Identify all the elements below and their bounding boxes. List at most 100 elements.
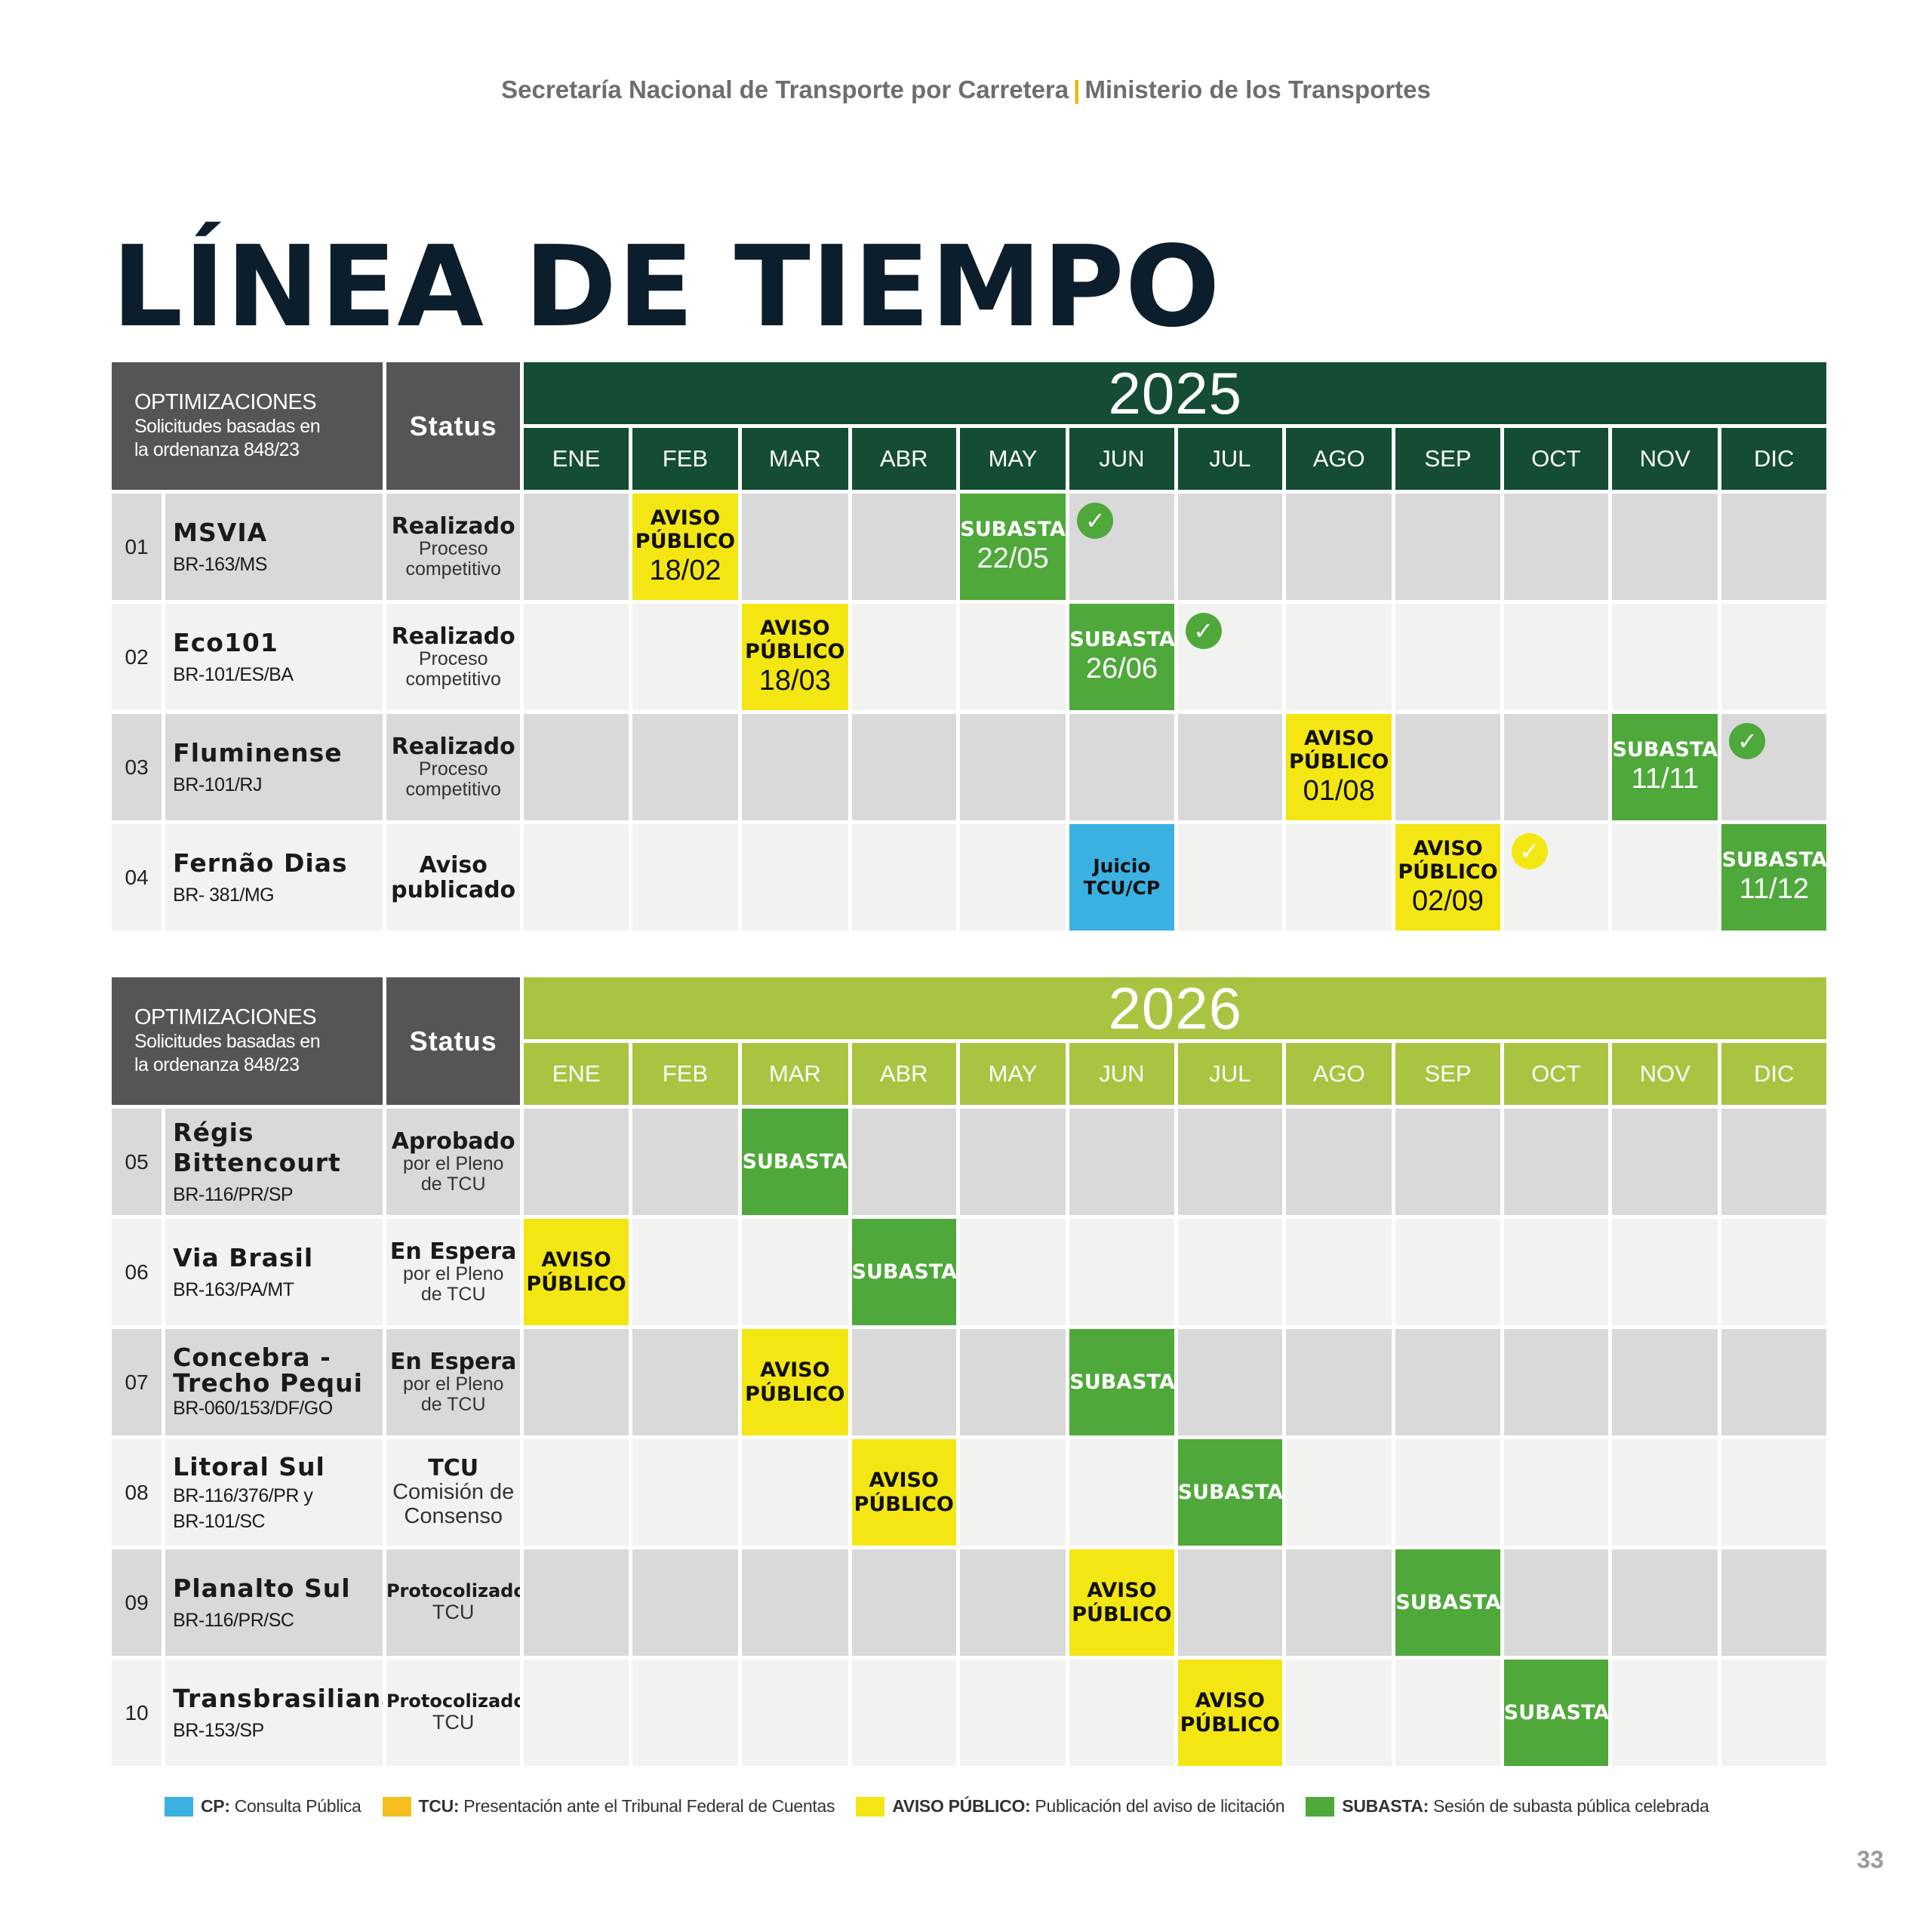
concession-name-cell: Litoral Sul BR-116/376/PR y BR-101/SC — [165, 1439, 383, 1546]
page-number: 33 — [1857, 1846, 1884, 1873]
table-row: 05 Régis Bittencourt BR-116/PR/SP Aproba… — [112, 1109, 1826, 1215]
concession-name: Fernão Dias — [173, 848, 348, 878]
road-code: BR-153/SP — [173, 1719, 264, 1741]
concession-name: Litoral Sul — [173, 1451, 325, 1481]
opt-title: OPTIMIZACIONES — [134, 390, 317, 414]
header-ministry: Ministerio de los Transportes — [1084, 75, 1431, 103]
month-abr: ABR — [851, 1043, 956, 1105]
subasta-event: SUBASTA — [1395, 1549, 1500, 1656]
aviso-publico-event: AVISO PÚBLICO 01/08 — [1285, 714, 1392, 820]
subasta-event: SUBASTA — [1177, 1439, 1282, 1546]
road-code: BR- 381/MG — [173, 884, 275, 906]
month-sep: SEP — [1395, 428, 1500, 490]
table-row: 07 Concebra - Trecho Pequi BR-060/153/DF… — [112, 1329, 1826, 1435]
table-row: 10 Transbrasiliana BR-153/SP Protocoliza… — [112, 1660, 1826, 1766]
status-detail: por el Pleno — [402, 1152, 504, 1174]
concession-name-cell: Fluminense BR-101/RJ — [165, 714, 383, 820]
row-number: 04 — [112, 824, 162, 931]
row-number: 07 — [112, 1329, 162, 1435]
road-code: BR-101/RJ — [173, 774, 262, 795]
optimizaciones-header: OPTIMIZACIONES Solicitudes basadas en la… — [112, 362, 383, 490]
month-abr: ABR — [851, 428, 956, 490]
status-detail: Proceso — [418, 537, 488, 559]
concession-name-cell: Fernão Dias BR- 381/MG — [165, 824, 383, 931]
month-dic: DIC — [1721, 1043, 1826, 1105]
road-code: BR-116/PR/SP — [173, 1183, 294, 1205]
opt-sub1: Solicitudes basadas en — [134, 1031, 321, 1052]
month-mar: MAR — [742, 428, 848, 490]
month-nov: NOV — [1612, 1043, 1718, 1105]
table-row: 01 MSVIA BR-163/MS Realizado Proceso com… — [112, 494, 1826, 600]
month-may: MAY — [959, 428, 1066, 490]
subasta-event: SUBASTA 11/12 — [1721, 824, 1826, 931]
month-ago: AGO — [1285, 428, 1392, 490]
month-oct: OCT — [1503, 1043, 1609, 1105]
road-code: BR-116/376/PR y — [173, 1484, 313, 1506]
status-cell: TCU Comisión de Consenso — [386, 1439, 521, 1546]
year-2025: 2025 — [524, 362, 1826, 424]
header-separator: | — [1073, 75, 1081, 103]
road-code: BR-101/SC — [173, 1510, 266, 1532]
status-detail: Proceso — [418, 758, 488, 780]
legend-swatch — [165, 1796, 193, 1817]
subasta-event: SUBASTA 22/05 — [959, 494, 1066, 600]
concession-name: Planalto Sul — [173, 1573, 351, 1603]
status-detail: por el Pleno — [402, 1373, 504, 1395]
status-cell: En Espera por el Pleno de TCU — [386, 1219, 521, 1325]
legend-swatch — [382, 1796, 411, 1817]
status-main: Aprobado — [391, 1128, 515, 1155]
aviso-publico-event: AVISO PÚBLICO — [742, 1329, 848, 1435]
row-number: 06 — [112, 1219, 162, 1325]
aviso-publico-event: AVISO PÚBLICO — [524, 1219, 629, 1325]
status-cell: Aprobado por el Pleno de TCU — [386, 1109, 521, 1215]
event-date: 02/09 — [1411, 884, 1484, 917]
page-title: LÍNEA DE TIEMPO — [112, 222, 1221, 352]
status-cell: Protocolizado TCU — [386, 1660, 521, 1766]
row-number: 10 — [112, 1660, 162, 1766]
legend-text: Publicación del aviso de licitación — [1035, 1796, 1285, 1816]
subasta-event: SUBASTA — [742, 1109, 848, 1215]
concession-name: Transbrasiliana — [173, 1683, 383, 1713]
status-main: Protocolizado — [386, 1690, 521, 1712]
month-mar: MAR — [742, 1043, 848, 1105]
legend-item-subasta: SUBASTA: Sesión de subasta pública celeb… — [1306, 1796, 1709, 1817]
concession-name: Bittencourt — [173, 1147, 341, 1177]
aviso-publico-event: AVISO PÚBLICO 18/03 — [742, 604, 848, 710]
opt-title: OPTIMIZACIONES — [134, 1005, 317, 1029]
status-cell: En Espera por el Pleno de TCU — [386, 1329, 521, 1435]
status-detail: competitivo — [405, 558, 501, 580]
event-date: 11/12 — [1739, 873, 1809, 906]
subasta-event: SUBASTA 11/11 — [1612, 714, 1718, 820]
status-main: Aviso — [419, 851, 488, 878]
legend-swatch — [1306, 1796, 1335, 1817]
month-jul: JUL — [1177, 428, 1282, 490]
concession-name: Concebra - — [173, 1342, 331, 1372]
legend-text: Sesión de subasta pública celebrada — [1433, 1796, 1709, 1816]
status-main: publicado — [391, 876, 516, 903]
event-date: 18/03 — [758, 664, 831, 697]
legend-text: Consulta Pública — [234, 1796, 361, 1816]
subasta-event: SUBASTA — [851, 1219, 956, 1325]
aviso-publico-event: AVISO PÚBLICO 02/09 — [1395, 824, 1500, 931]
concession-name: Via Brasil — [173, 1242, 314, 1272]
month-oct: OCT — [1503, 428, 1609, 490]
status-header: Status — [386, 977, 521, 1105]
table-row: 06 Via Brasil BR-163/PA/MT En Espera por… — [112, 1219, 1826, 1325]
timeline-table-2026: OPTIMIZACIONES Solicitudes basadas en la… — [108, 974, 1830, 1770]
table-row: 08 Litoral Sul BR-116/376/PR y BR-101/SC… — [112, 1439, 1826, 1546]
concession-name-cell: Régis Bittencourt BR-116/PR/SP — [165, 1109, 383, 1215]
legend-text: Presentación ante el Tribunal Federal de… — [463, 1796, 835, 1816]
juicio-event: Juicio TCU/CP — [1069, 824, 1174, 931]
concession-name: Régis — [173, 1117, 254, 1147]
month-ago: AGO — [1285, 1043, 1392, 1105]
check-icon: ✓ — [1511, 833, 1548, 869]
concession-name-cell: Via Brasil BR-163/PA/MT — [165, 1219, 383, 1325]
concession-name-cell: Transbrasiliana BR-153/SP — [165, 1660, 383, 1766]
aviso-publico-event: AVISO PÚBLICO — [1069, 1549, 1174, 1656]
status-detail: de TCU — [420, 1394, 486, 1415]
legend-swatch — [856, 1796, 885, 1817]
table-row: 02 Eco101 BR-101/ES/BA Realizado Proceso… — [112, 604, 1826, 710]
event-date: 01/08 — [1303, 774, 1375, 807]
check-icon: ✓ — [1185, 613, 1222, 649]
status-detail: de TCU — [420, 1284, 486, 1305]
